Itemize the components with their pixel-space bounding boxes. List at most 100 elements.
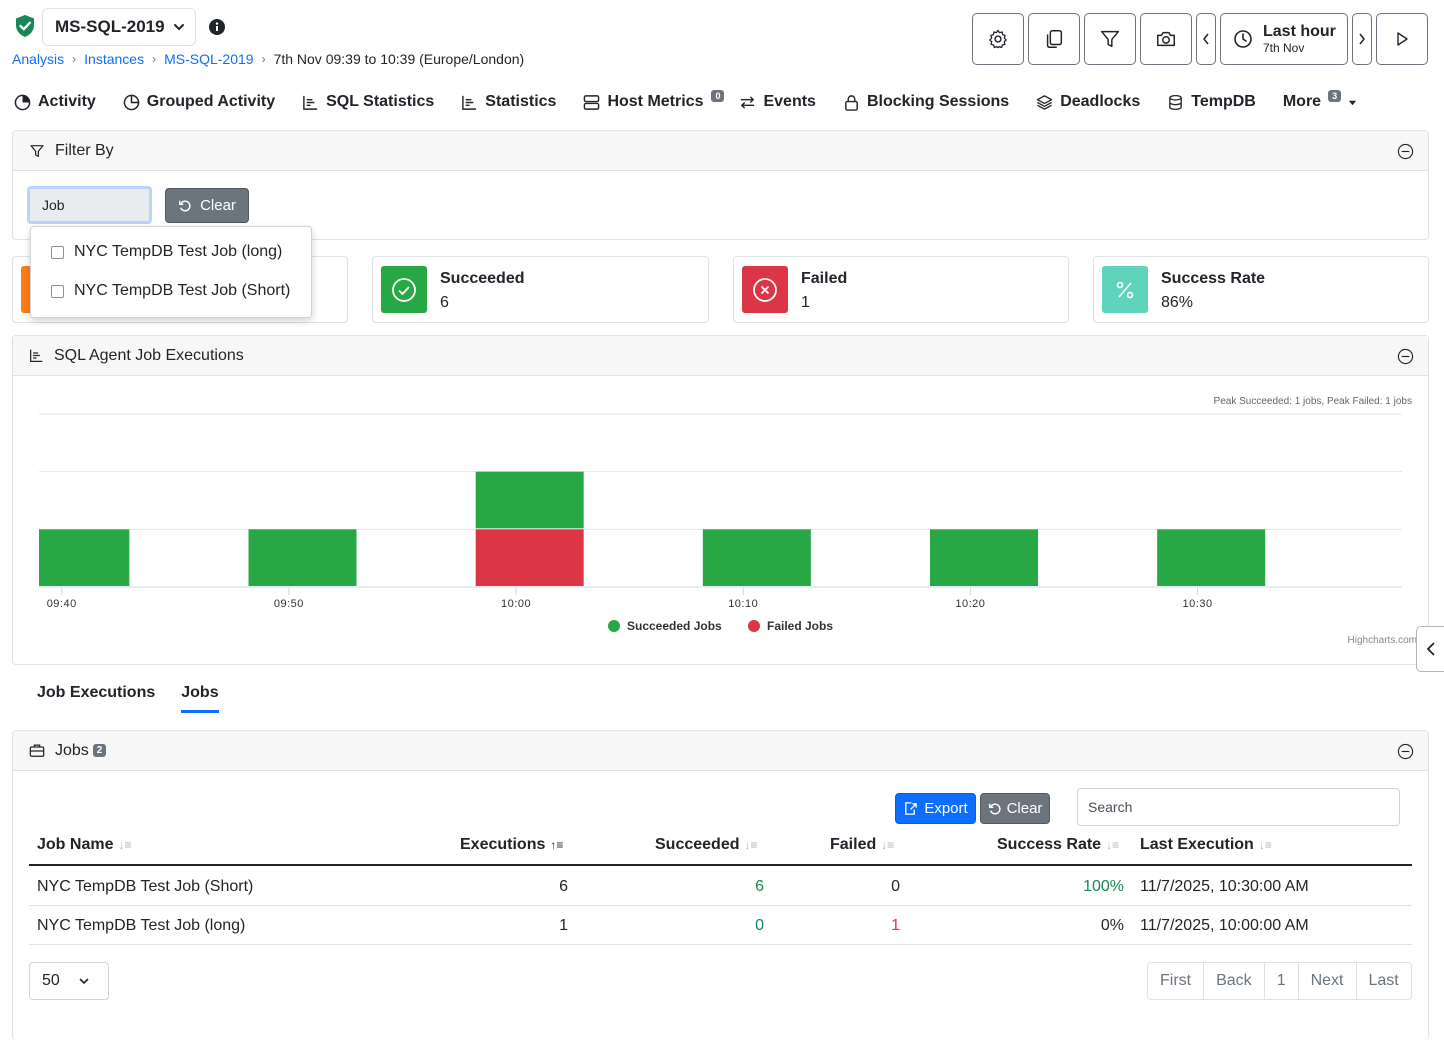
- table-search-input[interactable]: [1077, 788, 1400, 826]
- play-button[interactable]: [1376, 13, 1428, 65]
- page-size-select[interactable]: 50: [29, 962, 109, 1000]
- chevron-down-icon: [79, 978, 89, 985]
- tab-tempdb[interactable]: TempDB: [1167, 93, 1256, 111]
- next-period-button[interactable]: [1352, 13, 1372, 65]
- filter-clear-button[interactable]: Clear: [165, 188, 249, 223]
- jobs-panel-header: Jobs 2: [13, 731, 1428, 771]
- success-rate-value: 86%: [1161, 294, 1194, 311]
- copy-button[interactable]: [1028, 13, 1080, 65]
- more-menu[interactable]: More 3: [1282, 90, 1357, 111]
- settings-button[interactable]: [972, 13, 1024, 65]
- legend-marker[interactable]: [748, 620, 760, 632]
- job-filter-dropdown: NYC TempDB Test Job (long) NYC TempDB Te…: [30, 226, 312, 318]
- tab-statistics[interactable]: Statistics: [461, 93, 556, 111]
- breadcrumb-instances[interactable]: Instances: [84, 51, 145, 67]
- checkbox[interactable]: [51, 284, 64, 298]
- job-option-short[interactable]: NYC TempDB Test Job (Short): [51, 282, 290, 300]
- succeeded-bar[interactable]: [702, 529, 811, 586]
- succeeded-bar[interactable]: [248, 529, 357, 586]
- table-clear-button[interactable]: Clear: [980, 793, 1050, 824]
- job-option-long[interactable]: NYC TempDB Test Job (long): [51, 243, 282, 261]
- collapse-icon[interactable]: [1397, 743, 1414, 760]
- filter-icon: [1101, 30, 1119, 48]
- activity-icon: [14, 94, 31, 110]
- col-succeeded-label: Succeeded: [655, 836, 740, 853]
- col-executions[interactable]: Executions ↑≡: [460, 836, 563, 854]
- col-failed-label: Failed: [830, 836, 877, 853]
- legend-label[interactable]: Failed Jobs: [767, 619, 833, 633]
- info-icon[interactable]: [209, 19, 225, 35]
- failed-bar[interactable]: [475, 529, 584, 586]
- play-icon: [1397, 32, 1408, 46]
- tab-events-label: Events: [763, 93, 816, 110]
- tab-job-executions[interactable]: Job Executions: [37, 684, 156, 701]
- row2-last-execution: 11/7/2025, 10:00:00 AM: [1140, 917, 1309, 934]
- job-option-long-label: NYC TempDB Test Job (long): [74, 243, 283, 260]
- col-failed[interactable]: Failed ↓≡: [830, 836, 894, 854]
- legend-marker[interactable]: [608, 620, 620, 632]
- export-label: Export: [924, 800, 968, 817]
- page-back-button[interactable]: Back: [1204, 963, 1265, 999]
- row1-executions: 6: [559, 878, 568, 895]
- tab-statistics-label: Statistics: [485, 93, 557, 110]
- row1-job-name: NYC TempDB Test Job (Short): [37, 878, 254, 895]
- breadcrumb-instance[interactable]: MS-SQL-2019: [164, 51, 254, 67]
- tab-activity[interactable]: Activity: [14, 93, 96, 111]
- previous-period-button[interactable]: [1196, 13, 1216, 65]
- succeeded-bar[interactable]: [1157, 529, 1266, 586]
- export-button[interactable]: Export: [895, 793, 976, 824]
- collapse-icon[interactable]: [1397, 143, 1414, 160]
- time-range-text: 7th Nov 09:39 to 10:39 (Europe/London): [273, 51, 525, 67]
- tab-blocking-label: Blocking Sessions: [866, 93, 1010, 110]
- filter-icon: [30, 144, 44, 157]
- arrows-exchange-icon: [741, 95, 755, 109]
- legend-label[interactable]: Succeeded Jobs: [627, 619, 722, 633]
- jobs-panel: Jobs 2: [12, 730, 1429, 1040]
- filter-panel: Filter By: [12, 130, 1429, 240]
- tab-deadlocks[interactable]: Deadlocks: [1036, 93, 1140, 111]
- copy-icon: [1046, 30, 1063, 48]
- tab-host-metrics[interactable]: Host Metrics 0: [583, 90, 725, 111]
- side-panel-toggle[interactable]: [1416, 626, 1444, 672]
- time-range-button[interactable]: Last hour 7th Nov: [1220, 13, 1348, 65]
- tab-events[interactable]: Events: [739, 93, 816, 111]
- undo-icon: [179, 199, 191, 211]
- chart-subtitle: Peak Succeeded: 1 jobs, Peak Failed: 1 j…: [1214, 396, 1412, 407]
- col-succeeded[interactable]: Succeeded ↓≡: [655, 836, 758, 854]
- row2-failed: 1: [891, 917, 900, 934]
- chart-credits: Highcharts.com: [1348, 635, 1417, 646]
- col-last-execution[interactable]: Last Execution ↓≡: [1140, 836, 1272, 854]
- job-filter-select[interactable]: Job: [27, 186, 152, 224]
- job-filter-value: Job: [42, 197, 65, 213]
- succeeded-bar[interactable]: [475, 471, 584, 529]
- breadcrumb-analysis[interactable]: Analysis: [12, 51, 65, 67]
- succeeded-value: 6: [440, 294, 449, 311]
- page-next-button[interactable]: Next: [1299, 963, 1357, 999]
- col-success-rate[interactable]: Success Rate ↓≡: [997, 836, 1119, 854]
- instance-select[interactable]: MS-SQL-2019: [42, 8, 196, 46]
- page-current[interactable]: 1: [1265, 963, 1299, 999]
- tab-sql-statistics[interactable]: SQL Statistics: [302, 93, 434, 111]
- col-job-name[interactable]: Job Name ↓≡: [37, 836, 131, 854]
- x-tick-label: 10:10: [728, 598, 758, 610]
- tab-grouped-activity[interactable]: Grouped Activity: [123, 93, 275, 111]
- chart-panel: SQL Agent Job Executions: [12, 335, 1429, 665]
- tab-jobs[interactable]: Jobs: [181, 684, 219, 713]
- page-first-button[interactable]: First: [1148, 963, 1205, 999]
- page-last-button[interactable]: Last: [1368, 972, 1399, 989]
- succeeded-bar[interactable]: [930, 529, 1039, 586]
- filter-panel-header: Filter By: [13, 131, 1428, 171]
- col-job-name-label: Job Name: [37, 836, 114, 853]
- checkbox[interactable]: [51, 245, 64, 259]
- collapse-icon[interactable]: [1397, 348, 1414, 365]
- time-range-date: 7th Nov: [1263, 41, 1305, 55]
- bar-chart-icon: [303, 95, 318, 110]
- chevron-left-icon: [1426, 642, 1435, 656]
- snapshot-button[interactable]: [1140, 13, 1192, 65]
- filter-button[interactable]: [1084, 13, 1136, 65]
- tab-blocking-sessions[interactable]: Blocking Sessions: [843, 93, 1009, 111]
- more-menu-label: More: [1282, 93, 1322, 110]
- chevron-right-icon: ›: [261, 52, 266, 66]
- succeeded-bar[interactable]: [39, 529, 130, 586]
- sort-asc-icon: ↑≡: [550, 838, 564, 852]
